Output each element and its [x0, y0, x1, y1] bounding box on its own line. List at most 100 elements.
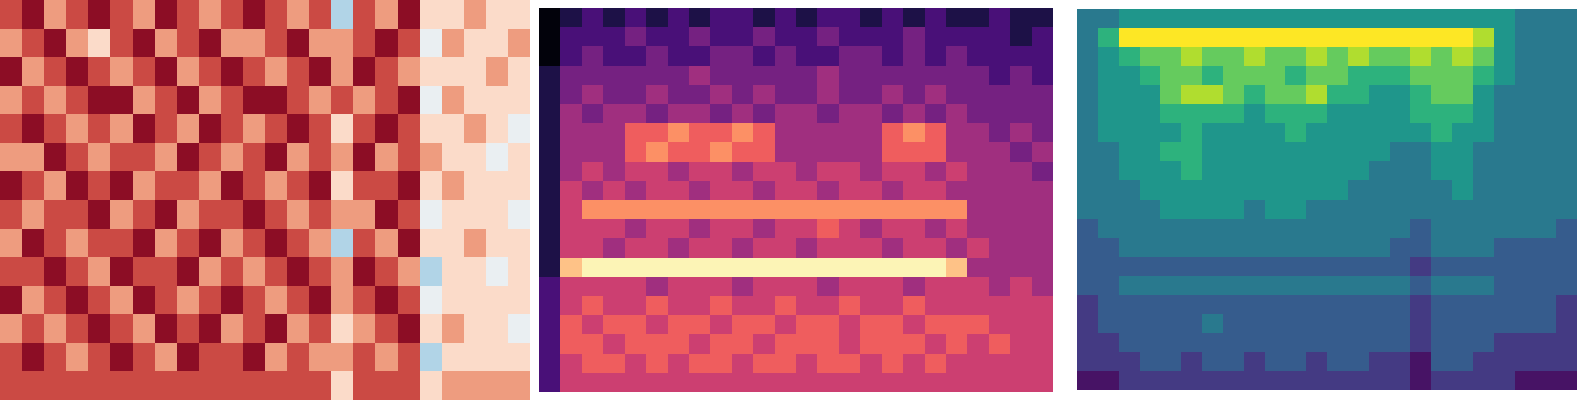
heatmap-cell	[1077, 66, 1098, 86]
heatmap-cell	[1390, 295, 1411, 315]
heatmap-cell	[582, 258, 604, 278]
heatmap-cell	[1032, 8, 1053, 28]
heatmap-cell	[796, 181, 818, 201]
heatmap-cell	[1202, 142, 1223, 162]
heatmap-cell	[753, 238, 775, 258]
heatmap-cell	[1348, 161, 1369, 181]
heatmap-cell	[1223, 180, 1244, 200]
heatmap-cell	[882, 219, 904, 239]
heatmap-cell	[309, 314, 332, 343]
heatmap-cell	[331, 29, 354, 58]
heatmap-cell	[464, 57, 487, 86]
heatmap-cell	[560, 104, 582, 124]
heatmap-cell	[110, 86, 133, 115]
heatmap-cell	[221, 114, 244, 143]
heatmap-cell	[796, 142, 818, 162]
heatmap-cell	[1535, 200, 1556, 220]
heatmap-cell	[903, 66, 925, 86]
heatmap-cell	[560, 162, 582, 182]
heatmap-cell	[1244, 314, 1265, 334]
heatmap-cell	[1202, 200, 1223, 220]
heatmap-cell	[287, 343, 310, 372]
heatmap-cell	[732, 354, 754, 374]
heatmap-cell	[133, 143, 156, 172]
heatmap-cell	[1410, 85, 1431, 105]
heatmap-cell	[1140, 200, 1161, 220]
heatmap-cell	[177, 114, 200, 143]
heatmap-cell	[560, 296, 582, 316]
heatmap-cell	[946, 46, 968, 66]
heatmap-cell	[732, 162, 754, 182]
heatmap-cell	[1306, 276, 1327, 296]
heatmap-cell	[817, 104, 839, 124]
heatmap-cell	[442, 114, 465, 143]
heatmap-cell	[1369, 47, 1390, 67]
heatmap-cell	[560, 46, 582, 66]
heatmap-cell	[1306, 28, 1327, 48]
heatmap-cell	[398, 257, 421, 286]
heatmap-cell	[353, 29, 376, 58]
heatmap-cell	[287, 286, 310, 315]
heatmap-cell	[646, 181, 668, 201]
heatmap-cell	[1223, 28, 1244, 48]
heatmap-cell	[110, 57, 133, 86]
heatmap-cell	[967, 296, 989, 316]
heatmap-cell	[1452, 371, 1473, 390]
heatmap-cell	[1348, 314, 1369, 334]
heatmap-cell	[1473, 180, 1494, 200]
heatmap-cell	[0, 229, 23, 258]
heatmap-cell	[560, 334, 582, 354]
heatmap-cell	[775, 238, 797, 258]
heatmap-cell	[925, 354, 947, 374]
heatmap-cell	[839, 104, 861, 124]
heatmap-cell	[796, 296, 818, 316]
heatmap-cell	[1556, 314, 1577, 334]
heatmap-cell	[420, 29, 443, 58]
heatmap-cell	[1160, 9, 1181, 29]
heatmap-cell	[1265, 85, 1286, 105]
heatmap-cell	[199, 114, 222, 143]
heatmap-cell	[1515, 28, 1536, 48]
heatmap-cell	[817, 142, 839, 162]
heatmap-cell	[1452, 238, 1473, 258]
heatmap-cell	[1410, 161, 1431, 181]
heatmap-cell	[1032, 277, 1053, 297]
heatmap-cell	[265, 114, 288, 143]
heatmap-cell	[1160, 180, 1181, 200]
heatmap-cell	[625, 66, 647, 86]
heatmap-cell	[925, 315, 947, 335]
heatmap-cell	[44, 0, 67, 29]
heatmap-cell	[1348, 219, 1369, 239]
heatmap-cell	[22, 371, 45, 400]
heatmap-cell	[1327, 104, 1348, 124]
heatmap-cell	[1515, 104, 1536, 124]
heatmap-cell	[925, 8, 947, 28]
heatmap-cell	[1202, 219, 1223, 239]
heatmap-cell	[689, 104, 711, 124]
heatmap-cell	[1032, 66, 1053, 86]
heatmap-cell	[732, 315, 754, 335]
heatmap-cell	[1390, 142, 1411, 162]
heatmap-cell	[753, 8, 775, 28]
heatmap-cell	[946, 258, 968, 278]
heatmap-cell	[1244, 219, 1265, 239]
heatmap-cell	[398, 286, 421, 315]
heatmap-cell	[1494, 47, 1515, 67]
heatmap-cell	[925, 104, 947, 124]
heatmap-cell	[442, 314, 465, 343]
heatmap-cell	[1348, 371, 1369, 390]
heatmap-cell	[582, 162, 604, 182]
heatmap-cell	[1494, 371, 1515, 390]
heatmap-cell	[710, 123, 732, 143]
heatmap-cell	[398, 200, 421, 229]
heatmap-cell	[1515, 47, 1536, 67]
heatmap-cell	[375, 29, 398, 58]
heatmap-cell	[1140, 276, 1161, 296]
heatmap-cell	[1306, 104, 1327, 124]
heatmap-cell	[882, 104, 904, 124]
heatmap-cell	[1244, 257, 1265, 277]
heatmap-cell	[560, 373, 582, 392]
heatmap-cell	[1202, 85, 1223, 105]
heatmap-cell	[1556, 200, 1577, 220]
heatmap-cell	[309, 286, 332, 315]
